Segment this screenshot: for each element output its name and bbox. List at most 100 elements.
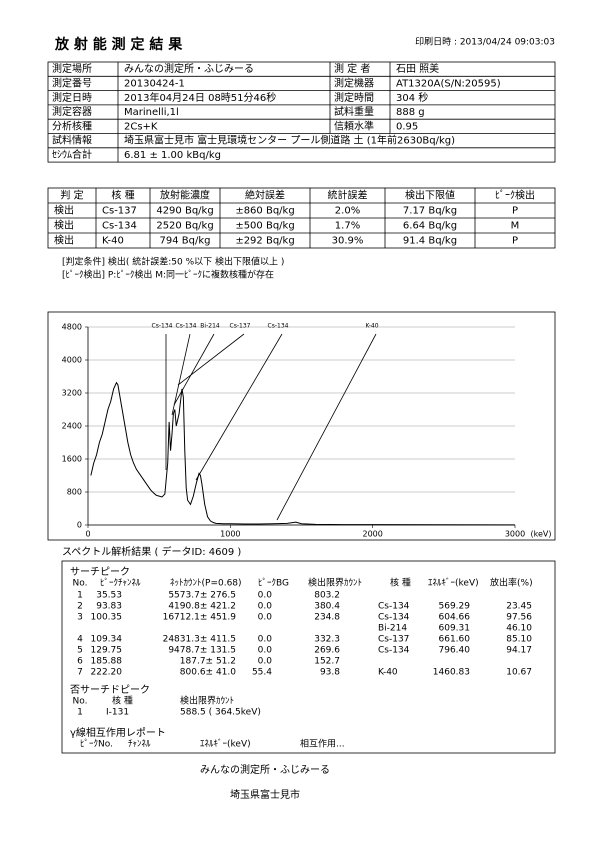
column-header: 検出限界ｶｳﾝﾄ (180, 695, 234, 707)
peak-pointer (177, 333, 245, 386)
info-label: 測定番号 (52, 76, 92, 89)
print-date: 印刷日時 : 2013/04/24 09:03:03 (415, 36, 555, 48)
nonsearch-cell: 588.5 ( 364.5keV) (180, 708, 261, 718)
column-header: 核 種 (390, 577, 411, 589)
column-header: 核 種 (112, 695, 133, 707)
column-header: ﾈｯﾄｶｳﾝﾄ(P=0.68) (170, 578, 242, 589)
peak-cell: 0.0 (258, 657, 273, 667)
peak-cell: 55.4 (252, 668, 272, 678)
title: 放 射 能 測 定 結 果 (54, 36, 183, 53)
peak-label: Cs-134 (176, 323, 197, 330)
peak-label: Cs-137 (230, 323, 251, 330)
column-header: ﾁｬﾝﾈﾙ (128, 739, 151, 750)
peak-cell: 5573.7± 276.5 (168, 591, 236, 601)
peak-cell: 100.35 (91, 613, 123, 623)
peak-cell: 109.34 (91, 635, 123, 645)
peak-label: Cs-134 (268, 323, 289, 330)
column-header: ﾋﾟｰｸﾁｬﾝﾈﾙ (100, 578, 141, 589)
column-header: ｴﾈﾙｷﾞｰ(keV) (428, 578, 479, 589)
nuclide-cell: Cs-134 (378, 602, 410, 612)
x-tick-label: 3000 (505, 530, 525, 539)
column-header: 検出限界ｶｳﾝﾄ (308, 577, 362, 589)
footer-text: みんなの測定所・ふじみーる (200, 763, 330, 776)
results-cell: Cs-134 (102, 221, 137, 232)
peak-cell: 0.0 (258, 635, 273, 645)
results-cell: 91.4 Bq/kg (403, 236, 457, 247)
peak-cell: 234.8 (314, 613, 340, 623)
peak-cell: 332.3 (314, 635, 340, 645)
info-value: 304 秒 (396, 91, 428, 104)
results-cell: 検出 (54, 204, 74, 217)
peak-cell: 24831.3± 411.5 (163, 635, 236, 645)
peak-cell: 1 (77, 591, 83, 601)
spectrum-line (90, 381, 516, 526)
peak-cell: 3 (77, 613, 83, 623)
results-cell: Cs-137 (102, 206, 137, 217)
results-cell: 2520 Bq/kg (156, 221, 213, 232)
peak-cell: 2 (77, 602, 83, 612)
peak-pointer (195, 333, 283, 481)
info-value: AT1320A(S/N:20595) (396, 78, 501, 89)
info-label: ｾｼｳﾑ合計 (52, 148, 92, 161)
results-header: 統計誤差 (328, 189, 368, 202)
nuclide-cell: Bi-214 (378, 624, 407, 634)
info-label: 測定時間 (334, 91, 374, 104)
column-header: 相互作用... (300, 738, 345, 750)
y-tick-label: 1600 (62, 455, 82, 464)
nuclide-cell: 94.17 (506, 646, 532, 656)
results-cell: ±500 Bq/kg (235, 221, 294, 232)
nuclide-cell: Cs-134 (378, 646, 410, 656)
results-header: ﾋﾟｰｸ検出 (495, 189, 535, 202)
nuclide-cell: 46.10 (506, 624, 532, 634)
column-header: No. (73, 579, 88, 589)
results-cell: K-40 (102, 236, 124, 247)
info-value: 2Cs+K (124, 121, 158, 132)
peak-cell: 35.53 (96, 591, 122, 601)
info-label: 測定場所 (52, 62, 92, 75)
info-label: 試料重量 (334, 105, 374, 118)
results-cell: 1.7% (335, 221, 360, 232)
x-tick-label: 2000 (362, 530, 382, 539)
y-tick-label: 4000 (62, 356, 82, 365)
info-value: 埼玉県富士見市 富士見環境センター プール側道路 土 (1年前2630Bq/kg… (124, 134, 455, 147)
results-cell: ±292 Bq/kg (235, 236, 294, 247)
nuclide-cell: Cs-137 (378, 635, 409, 645)
info-value: 6.81 ± 1.00 kBq/kg (124, 150, 221, 161)
peak-cell: 269.6 (314, 646, 340, 656)
peak-cell: 800.6± 41.0 (180, 668, 236, 678)
results-cell: P (512, 236, 518, 247)
peak-cell: 0.0 (258, 613, 273, 623)
results-header: 核 種 (111, 189, 134, 202)
peak-cell: 4190.8± 421.2 (168, 602, 236, 612)
peak-cell: 93.8 (320, 668, 340, 678)
nuclide-cell: 796.40 (439, 646, 471, 656)
y-tick-label: 800 (67, 488, 82, 497)
nuclide-cell: 23.45 (506, 602, 532, 612)
results-cell: 検出 (54, 219, 74, 232)
chart-frame (47, 311, 556, 541)
results-cell: M (511, 221, 520, 232)
y-tick-label: 3200 (62, 389, 82, 398)
results-cell: ±860 Bq/kg (235, 206, 294, 217)
peak-cell: 152.7 (314, 657, 340, 667)
nonsearch-cell: 1 (77, 708, 83, 718)
nuclide-cell: 85.10 (506, 635, 532, 645)
peak-pointer (171, 333, 191, 416)
peak-cell: 16712.1± 451.9 (163, 613, 237, 623)
y-tick-label: 0 (77, 521, 82, 530)
peak-cell: 93.83 (96, 602, 122, 612)
results-cell: 7.17 Bq/kg (403, 206, 457, 217)
info-value: 0.95 (396, 121, 418, 132)
column-header: ｴﾈﾙｷﾞｰ(keV) (200, 739, 251, 750)
peak-cell: 129.75 (91, 646, 123, 656)
analysis-frame (61, 560, 556, 754)
info-value: 888 g (396, 107, 425, 118)
info-value: みんなの測定所・ふじみーる (124, 62, 254, 75)
results-cell: P (512, 206, 518, 217)
x-unit: (keV) (531, 530, 552, 539)
info-label: 試料情報 (52, 134, 92, 147)
peak-cell: 9478.7± 131.5 (168, 646, 236, 656)
peak-pointer (173, 333, 215, 406)
